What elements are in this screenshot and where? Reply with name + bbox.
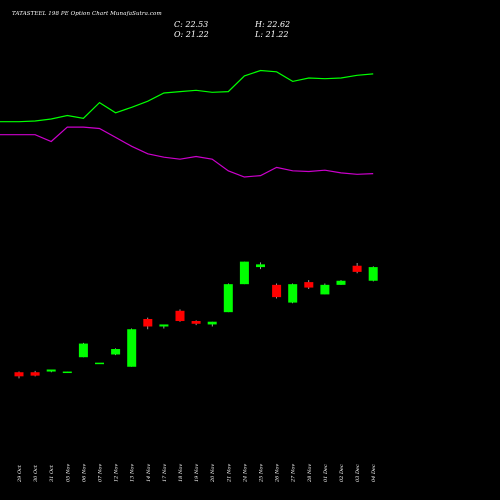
x-tick-label: 06 Nov — [81, 464, 87, 482]
x-tick-label: 24 Nov — [242, 464, 248, 483]
high-value: H: 22.62 — [255, 20, 291, 29]
x-tick-label: 30 Oct — [33, 464, 39, 482]
chart-title: TATASTEEL 198 PE Option Chart MunafaSutr… — [12, 11, 162, 17]
candle-body — [175, 310, 185, 322]
candle — [191, 320, 201, 326]
candle-body — [207, 321, 217, 325]
candle — [368, 266, 378, 282]
x-tick-label: 17 Nov — [162, 464, 168, 482]
candle-body — [78, 343, 88, 358]
candle — [239, 261, 249, 285]
candle-body — [14, 372, 24, 377]
candle-body — [320, 284, 330, 295]
candle — [352, 263, 362, 274]
candle — [159, 324, 169, 329]
x-tick-label: 05 Nov — [65, 464, 71, 482]
candle — [62, 371, 72, 374]
candle-body — [352, 265, 362, 272]
candle — [143, 317, 153, 330]
x-tick-label: 26 Nov — [275, 464, 281, 483]
candle-body — [143, 318, 153, 327]
low-value: L: 21.22 — [255, 30, 289, 39]
candle — [320, 283, 330, 295]
candle-body — [191, 321, 201, 324]
candle — [127, 328, 137, 367]
candle — [111, 348, 121, 356]
candle — [46, 369, 56, 373]
candle-body — [159, 324, 169, 327]
x-tick-label: 20 Nov — [210, 464, 216, 483]
candle-body — [62, 371, 72, 374]
candle — [336, 280, 346, 285]
candle-body — [95, 362, 104, 365]
x-tick-label: 13 Nov — [130, 464, 136, 482]
x-tick-label: 12 Nov — [114, 464, 120, 482]
overlay-upper-line — [0, 69, 374, 123]
x-tick-label: 18 Nov — [178, 464, 184, 482]
overlay-lines — [0, 69, 374, 178]
x-axis-labels: 29 Oct 30 Oct 31 Oct 05 Nov 06 Nov 07 Nov 12 N… — [17, 464, 377, 483]
x-tick-label: 28 Nov — [307, 464, 313, 483]
candle-body — [223, 284, 233, 313]
x-tick-label: 27 Nov — [291, 464, 297, 483]
open-value: O: 21.22 — [174, 30, 209, 39]
candle — [95, 362, 104, 365]
candle-body — [46, 369, 56, 372]
x-tick-label: 02 Dec — [339, 464, 345, 482]
candles — [14, 261, 378, 379]
candle-body — [127, 329, 137, 367]
candle-body — [111, 349, 121, 355]
x-tick-label: 14 Nov — [146, 464, 152, 482]
candle-body — [336, 280, 346, 285]
candle-body — [288, 284, 298, 303]
candle — [288, 283, 298, 304]
candle — [14, 371, 24, 379]
candle — [207, 321, 217, 327]
candle — [304, 280, 314, 289]
candle-body — [368, 267, 378, 281]
close-value: C: 22.53 — [174, 20, 209, 29]
x-tick-label: 29 Oct — [17, 464, 23, 483]
x-tick-label: 01 Dec — [323, 464, 329, 482]
candle — [30, 370, 40, 377]
candle — [78, 342, 88, 358]
candle-body — [30, 372, 40, 376]
x-tick-label: 04 Dec — [371, 464, 377, 482]
x-tick-label: 19 Nov — [194, 464, 200, 482]
candle — [272, 283, 282, 299]
candle — [223, 283, 233, 313]
candle-body — [256, 264, 265, 268]
candle-body — [239, 261, 249, 285]
overlay-lower-line — [0, 126, 374, 178]
candle — [256, 262, 265, 270]
x-tick-label: 21 Nov — [226, 464, 232, 483]
candle — [175, 309, 185, 322]
x-tick-label: 07 Nov — [98, 464, 104, 482]
x-tick-label: 25 Nov — [259, 464, 265, 483]
candle-body — [304, 282, 314, 288]
x-tick-label: 03 Dec — [355, 464, 361, 482]
x-tick-label: 31 Oct — [49, 464, 55, 482]
candle-body — [272, 284, 282, 298]
